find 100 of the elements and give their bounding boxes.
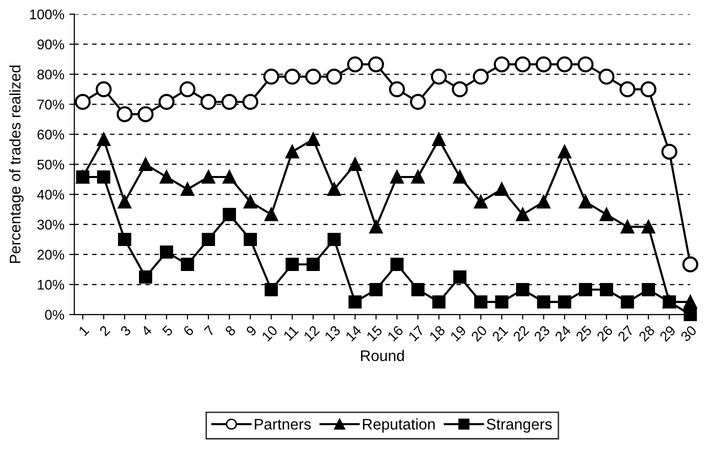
x-tick-label: 30	[680, 324, 698, 342]
point	[642, 283, 655, 296]
x-tick-label: 24	[554, 324, 572, 342]
point	[118, 195, 132, 209]
point	[558, 295, 572, 309]
point	[368, 56, 384, 72]
point	[222, 208, 236, 222]
point	[347, 56, 364, 72]
y-tick-label: 30%	[37, 220, 64, 230]
point	[578, 56, 594, 72]
point	[474, 195, 488, 209]
point	[244, 195, 257, 209]
x-tick-label: 10	[261, 324, 278, 342]
x-tick-label: 11	[283, 325, 299, 341]
point	[116, 106, 133, 122]
point	[410, 94, 426, 110]
point	[620, 220, 634, 234]
point	[306, 132, 320, 146]
point	[620, 295, 634, 309]
x-tick-label: 16	[387, 324, 404, 342]
x-tick-label: 12	[303, 325, 320, 342]
point	[286, 258, 299, 271]
y-tick-label: 70%	[38, 100, 64, 110]
point	[200, 94, 216, 110]
point	[642, 220, 655, 234]
x-tick-label: 2	[98, 325, 110, 336]
point	[536, 56, 552, 72]
point	[619, 81, 636, 98]
point	[682, 256, 698, 272]
legend-label: Reputation	[363, 418, 435, 433]
point	[516, 208, 530, 222]
y-tick-label: 50%	[37, 160, 64, 170]
y-tick-label: 100%	[30, 10, 64, 20]
point	[472, 68, 489, 85]
point	[495, 182, 508, 196]
x-tick-label: 14	[345, 324, 362, 342]
point	[432, 295, 446, 309]
x-axis-title: Round	[361, 350, 404, 362]
point	[348, 158, 362, 171]
x-tick-label: 13	[324, 324, 341, 342]
point	[328, 182, 341, 196]
point	[452, 81, 468, 98]
point	[514, 56, 531, 72]
point	[222, 170, 236, 184]
point	[264, 283, 278, 296]
point	[578, 195, 592, 209]
point	[369, 220, 383, 234]
point	[600, 283, 614, 296]
y-tick-label: 90%	[37, 40, 64, 50]
x-tick-label: 18	[428, 324, 446, 342]
x-tick-label: 19	[450, 324, 467, 342]
y-tick-label: 0%	[45, 310, 64, 320]
x-tick-label: 3	[120, 324, 132, 337]
y-tick-label: 20%	[38, 250, 64, 260]
point	[180, 182, 194, 196]
point	[326, 68, 342, 85]
x-tick-label: 21	[492, 325, 508, 342]
x-tick-label: 5	[162, 325, 174, 337]
point	[640, 81, 656, 98]
point	[369, 283, 383, 296]
point	[453, 170, 466, 184]
x-tick-label: 29	[659, 324, 676, 342]
x-tick-label: 28	[638, 324, 656, 342]
point	[432, 132, 446, 146]
point	[202, 232, 216, 246]
point	[96, 81, 112, 98]
point	[138, 106, 154, 122]
point	[600, 208, 614, 222]
point	[328, 232, 341, 246]
legend-label: Partners	[254, 418, 311, 430]
y-tick-label: 80%	[37, 70, 64, 80]
point	[180, 258, 194, 271]
x-tick-label: 6	[182, 324, 194, 336]
legend-label: Strangers	[486, 418, 552, 433]
x-tick-label: 15	[366, 325, 383, 342]
x-tick-label: 1	[78, 325, 90, 336]
point	[494, 56, 510, 72]
point	[97, 132, 110, 146]
point	[411, 170, 425, 184]
point	[474, 295, 488, 309]
point	[430, 68, 447, 85]
x-tick-label: 27	[617, 325, 634, 342]
x-tick-label: 23	[533, 324, 550, 342]
point	[411, 283, 425, 296]
point	[390, 258, 404, 271]
point	[160, 170, 174, 184]
point	[97, 170, 110, 184]
x-tick-label: 20	[470, 324, 488, 342]
point	[684, 308, 697, 322]
point	[684, 295, 697, 309]
point	[221, 94, 238, 110]
y-tick-label: 40%	[37, 190, 64, 200]
x-tick-label: 17	[408, 325, 425, 342]
point	[348, 295, 362, 309]
point	[264, 208, 278, 222]
point	[305, 68, 322, 85]
point	[306, 258, 320, 271]
point	[244, 232, 257, 246]
point	[558, 145, 572, 158]
x-tick-label: 8	[224, 324, 236, 337]
